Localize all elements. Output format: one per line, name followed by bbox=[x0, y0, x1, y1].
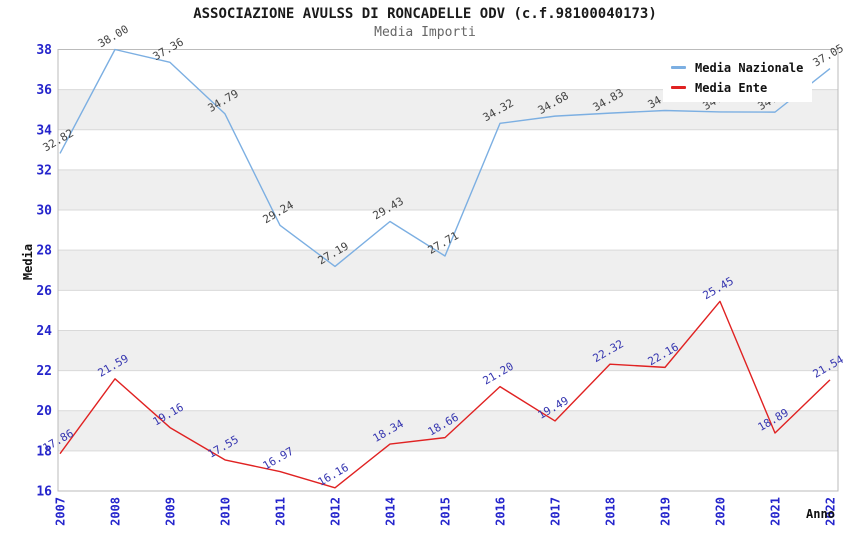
x-tick-label: 2007 bbox=[54, 497, 68, 526]
y-tick-label: 26 bbox=[36, 284, 52, 299]
legend-item-media-nazionale: Media Nazionale bbox=[671, 61, 812, 75]
legend-label-ente: Media Ente bbox=[695, 80, 768, 95]
x-tick-label: 2010 bbox=[219, 497, 233, 526]
series-line-media-ente bbox=[59, 300, 831, 489]
y-tick-label: 34 bbox=[36, 123, 52, 138]
y-tick-label: 18 bbox=[36, 444, 52, 459]
y-tick-label: 36 bbox=[36, 83, 52, 98]
plot-bands bbox=[58, 89, 838, 451]
y-tick-label: 32 bbox=[36, 163, 52, 178]
y-tick-label: 24 bbox=[36, 324, 52, 339]
chart-title: ASSOCIAZIONE AVULSS DI RONCADELLE ODV (c… bbox=[193, 6, 657, 22]
y-tick-label: 30 bbox=[36, 204, 52, 219]
y-tick-label: 28 bbox=[36, 244, 52, 259]
legend-item-media-ente: Media Ente bbox=[671, 81, 812, 95]
series-line-media-nazionale bbox=[59, 48, 831, 268]
x-tick-label: 2022 bbox=[824, 497, 838, 526]
x-tick-label: 2018 bbox=[604, 497, 618, 526]
y-tick-label: 22 bbox=[36, 364, 52, 379]
x-tick-label: 2009 bbox=[164, 497, 178, 526]
x-tick-label: 2011 bbox=[274, 497, 288, 526]
y-tick-label: 38 bbox=[36, 43, 52, 58]
data-label-media-nazionale: 37.05 bbox=[811, 42, 846, 70]
x-tick-label: 2016 bbox=[494, 497, 508, 526]
x-tick-label: 2015 bbox=[439, 497, 453, 526]
y-tick-label: 20 bbox=[36, 404, 52, 419]
x-axis-ticks: 2007 2008 2009 2010 2011 2012 2014 2015 2016 2017… bbox=[54, 497, 838, 526]
chart-subtitle: Media Importi bbox=[374, 25, 476, 40]
x-tick-label: 2017 bbox=[549, 497, 563, 526]
legend: Media Nazionale Media Ente bbox=[663, 53, 812, 102]
legend-swatch-ente bbox=[671, 86, 686, 89]
y-tick-label: 16 bbox=[36, 485, 52, 500]
y-axis-ticks: 16 18 20 22 24 26 28 30 32 34 36 38 bbox=[36, 43, 52, 500]
x-axis-title: Anno bbox=[806, 507, 835, 521]
plot-border bbox=[57, 49, 839, 492]
legend-label-nazionale: Media Nazionale bbox=[695, 60, 804, 75]
x-tick-label: 2020 bbox=[714, 497, 728, 526]
x-tick-label: 2021 bbox=[769, 497, 783, 526]
x-tick-label: 2008 bbox=[109, 497, 123, 526]
x-tick-label: 2012 bbox=[329, 497, 343, 526]
legend-swatch-nazionale bbox=[671, 66, 686, 69]
y-axis-title: Media bbox=[21, 243, 35, 281]
data-label-media-ente: 16.16 bbox=[316, 461, 351, 489]
x-tick-label: 2014 bbox=[384, 497, 398, 526]
x-tick-label: 2019 bbox=[659, 497, 673, 526]
